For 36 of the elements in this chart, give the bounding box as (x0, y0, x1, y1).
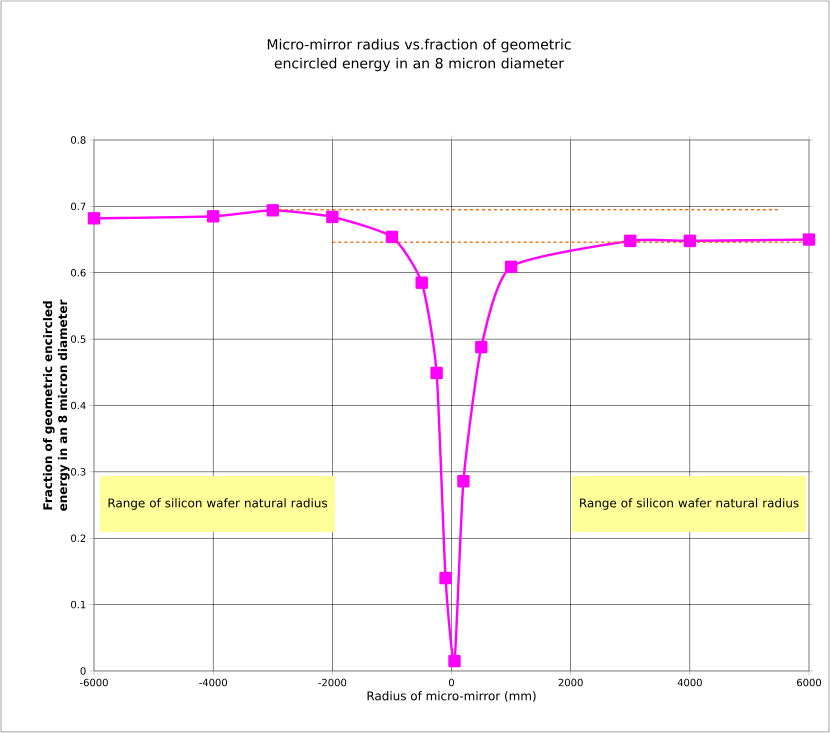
annotation: Range of silicon wafer natural radius (580, 498, 799, 510)
point (326, 210, 339, 224)
chart-title: Micro-mirror radius vs.fraction of geometric encircled energy in an 8 micron diameter (268, 38, 571, 72)
point (206, 210, 220, 223)
point (430, 366, 443, 380)
x-tick-label: 0 (449, 678, 454, 686)
point (266, 204, 279, 217)
y-tick-label: 0.8 (71, 136, 86, 144)
x-tick-label: -6000 (80, 678, 108, 686)
x-tick-label: 4000 (678, 678, 702, 686)
point (439, 572, 452, 584)
point (386, 230, 398, 244)
point (802, 233, 816, 246)
y-tick-label: 0.4 (71, 402, 86, 410)
y-tick-label: 0.1 (71, 600, 86, 608)
point (448, 654, 461, 668)
point (684, 234, 696, 248)
x-tick-label: -2000 (318, 678, 346, 686)
point (457, 474, 470, 488)
y-tick-label: 0 (80, 667, 86, 675)
point (504, 260, 518, 273)
x-tick-label: 6000 (797, 678, 822, 686)
y-tick-label: 0.5 (71, 335, 86, 343)
y-tick-label: 0.3 (71, 468, 86, 476)
y-tick-label: 0.7 (71, 202, 86, 210)
y-axis-title: Fraction of geometric encircled energy in an 8 micron diameter (42, 300, 70, 511)
point (475, 340, 488, 354)
y-tick-label: 0.6 (71, 268, 86, 277)
x-tick-label: 2000 (558, 678, 583, 686)
x-tick-label: -4000 (199, 678, 227, 686)
x-axis-title: Radius of micro-mirror (mm) (368, 691, 536, 702)
annotation: Range of silicon wafer natural radius (108, 498, 328, 510)
point (416, 276, 428, 289)
point (88, 212, 100, 225)
y-tick-label: 0.2 (71, 534, 86, 542)
point (624, 234, 636, 248)
